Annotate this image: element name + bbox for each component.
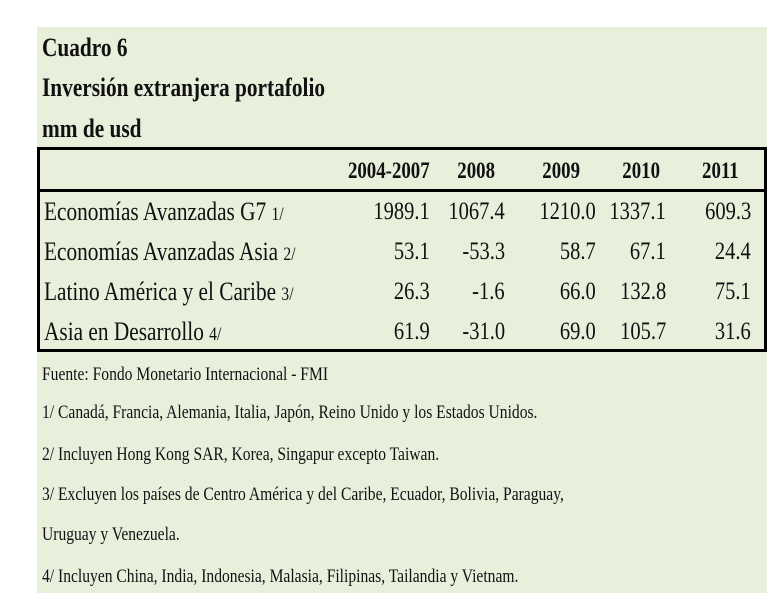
table-cell: 609.3	[704, 198, 751, 225]
table-cell: -1.6	[472, 278, 505, 305]
footnote: 1/ Canadá, Francia, Alemania, Italia, Ja…	[42, 402, 538, 423]
table-cell: 1337.1	[609, 198, 666, 225]
footnote-marker: 3/	[281, 284, 294, 305]
table-cell: 58.7	[560, 238, 596, 265]
table-cell: 66.0	[560, 278, 596, 305]
column-header: 2004-2007	[348, 158, 430, 183]
table-cell: 61.9	[394, 318, 430, 345]
column-header: 2009	[542, 158, 580, 183]
table-cell: -53.3	[462, 238, 505, 265]
table-cell: 53.1	[394, 238, 430, 265]
column-header: 2008	[457, 158, 495, 183]
table-cell: 26.3	[394, 278, 430, 305]
table-title: Inversión extranjera portafolio	[42, 73, 326, 102]
table-cell: 1989.1	[373, 198, 430, 225]
table-cell: 24.4	[715, 238, 751, 265]
column-header: 2011	[702, 158, 739, 183]
row-label: Asia en Desarrollo 4/	[44, 317, 222, 346]
table-cell: 67.1	[630, 238, 666, 265]
footnote-marker: 4/	[209, 324, 222, 345]
row-label: Economías Avanzadas G7 1/	[44, 197, 284, 226]
table-cell: 31.6	[715, 318, 751, 345]
table-row: Latino América y el Caribe 3/26.3 -1.6 66.…	[40, 272, 764, 312]
table-panel	[37, 27, 767, 593]
table-cell: 69.0	[560, 318, 596, 345]
source-note: Fuente: Fondo Monetario Internacional - …	[42, 364, 329, 385]
table-cell: 105.7	[619, 318, 666, 345]
table-row: Economías Avanzadas G7 1/1989.1 1067.4 121…	[40, 192, 764, 232]
table-cell: 75.1	[715, 278, 751, 305]
table-header-row: 2004-2007 2008 2009 2010 2011	[40, 150, 764, 192]
footnote-marker: 2/	[283, 244, 296, 265]
table-cell: 1210.0	[539, 198, 596, 225]
table-cell: 132.8	[619, 278, 666, 305]
row-label: Latino América y el Caribe 3/	[44, 277, 294, 306]
row-label: Economías Avanzadas Asia 2/	[44, 237, 296, 266]
table-cell: -31.0	[462, 318, 505, 345]
table-cell: 1067.4	[448, 198, 505, 225]
footnote-marker: 1/	[271, 204, 284, 225]
footnote: Uruguay y Venezuela.	[42, 524, 180, 545]
column-header: 2010	[622, 158, 660, 183]
footnote: 2/ Incluyen Hong Kong SAR, Korea, Singap…	[42, 444, 440, 465]
table-row: Economías Avanzadas Asia 2/53.1 -53.3 58.7…	[40, 232, 764, 272]
table-unit: mm de usd	[42, 114, 142, 143]
footnote: 3/ Excluyen los países de Centro América…	[42, 484, 564, 505]
table-number: Cuadro 6	[42, 33, 128, 62]
table-row: Asia en Desarrollo 4/61.9 -31.0 69.0 105.7 3…	[40, 312, 764, 352]
data-table: 2004-2007 2008 2009 2010 2011 Economías …	[37, 147, 767, 352]
footnote: 4/ Incluyen China, India, Indonesia, Mal…	[42, 566, 519, 587]
